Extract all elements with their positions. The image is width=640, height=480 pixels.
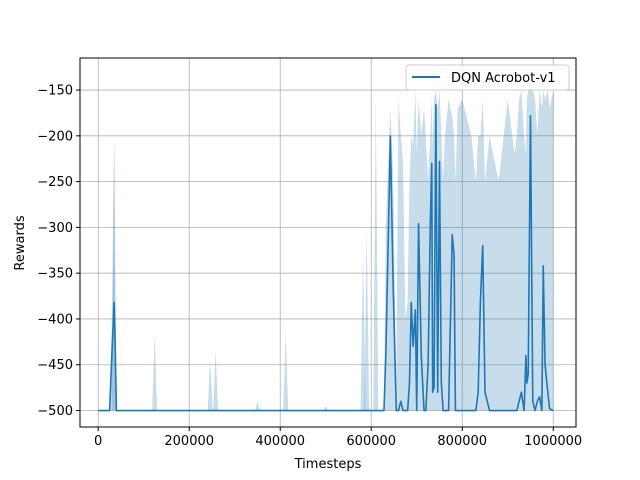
band-spike — [323, 405, 329, 411]
y-tick-label: −350 — [37, 267, 73, 282]
y-tick-label: −500 — [37, 404, 73, 419]
band-spike — [373, 97, 379, 411]
x-axis-label: Timesteps — [294, 457, 362, 472]
legend: DQN Acrobot-v1 — [405, 64, 570, 91]
y-tick-label: −450 — [37, 358, 73, 373]
band-spike — [283, 332, 289, 411]
y-tick-label: −150 — [37, 84, 73, 99]
y-tick-label: −250 — [37, 175, 73, 190]
y-axis-label: Rewards — [13, 215, 28, 270]
band-spike — [207, 360, 213, 411]
x-tick-label: 1000000 — [524, 434, 582, 449]
series-line-layer — [98, 103, 554, 412]
x-tick-label: 0 — [94, 434, 102, 449]
legend-entry-label: DQN Acrobot-v1 — [451, 71, 556, 86]
series-line — [98, 103, 554, 412]
y-tick-label: −200 — [37, 129, 73, 144]
band-spike — [213, 351, 219, 411]
tick-layer: 0 200000 400000 600000 800000 1000000 −500 −450… — [37, 84, 582, 449]
y-tick-label: −300 — [37, 221, 73, 236]
x-tick-label: 200000 — [164, 434, 214, 449]
band-spike — [360, 254, 366, 411]
x-tick-label: 600000 — [346, 434, 396, 449]
band-spike — [254, 401, 260, 411]
x-tick-label: 400000 — [255, 434, 305, 449]
x-tick-label: 800000 — [437, 434, 487, 449]
y-tick-label: −400 — [37, 312, 73, 327]
band-spike — [364, 227, 370, 411]
plot-frame — [79, 57, 577, 428]
band-spike — [152, 335, 158, 411]
legend-box — [405, 64, 570, 91]
